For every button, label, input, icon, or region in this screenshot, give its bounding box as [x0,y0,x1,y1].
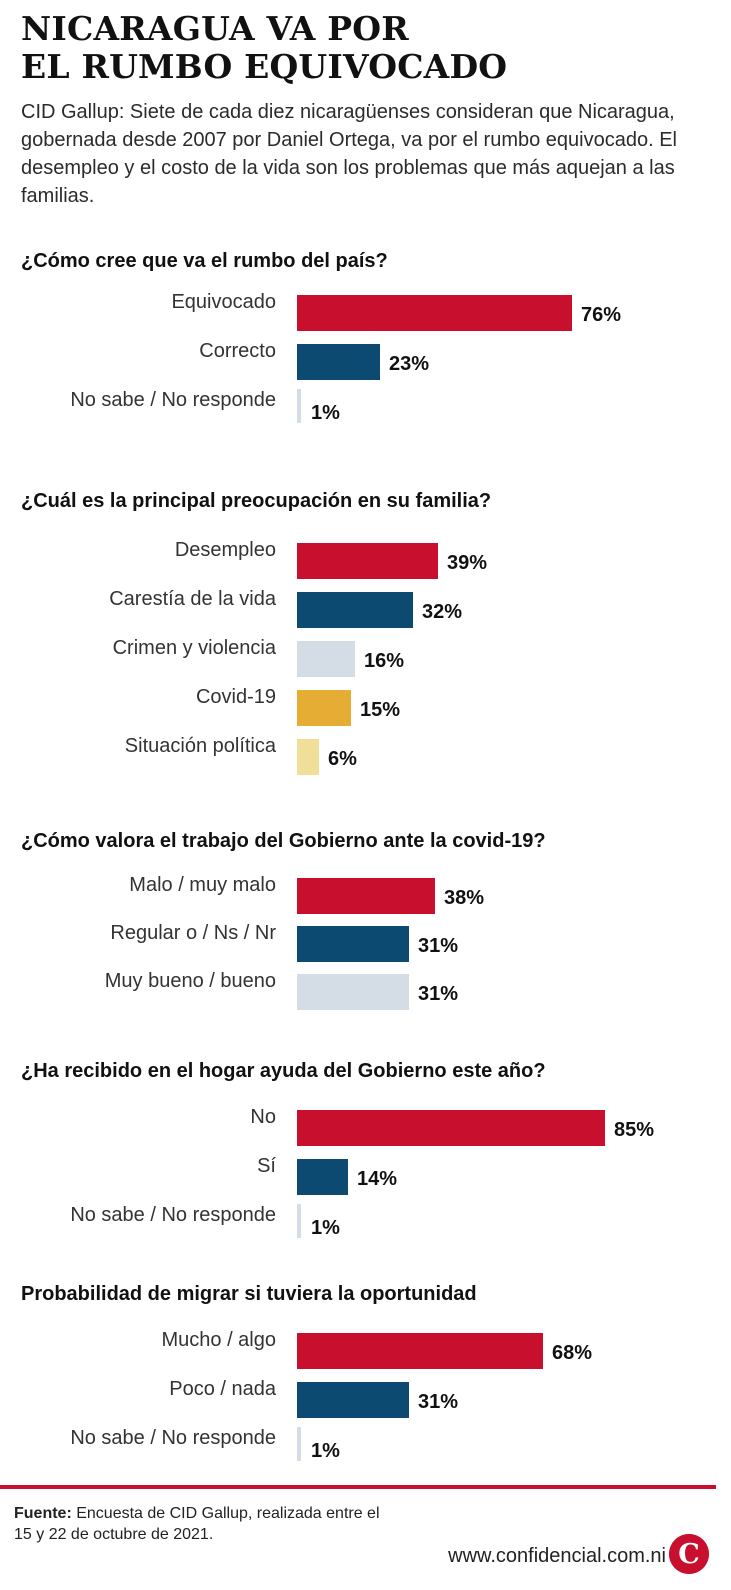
category-label: Situación política [124,735,276,757]
category-label: No sabe / No responde [70,1204,276,1226]
bar-row: Carestía de la vida 32% [0,588,731,628]
category-label: No [250,1106,276,1128]
bar-row: Regular o / Ns / Nr 31% [0,922,731,962]
chart-title: ¿Cuál es la principal preocupación en su… [21,490,492,512]
bar-row: Desempleo 39% [0,539,731,579]
subtitle: CID Gallup: Siete de cada diez nicaragüe… [21,101,677,207]
bar [297,974,409,1010]
chart-title: ¿Ha recibido en el hogar ayuda del Gobie… [21,1060,546,1082]
bar-row: No sabe / No responde 1% [0,1427,731,1467]
bar-row: Covid-19 15% [0,686,731,726]
bar-row: No 85% [0,1106,731,1146]
bar [297,926,409,962]
bar [297,389,301,423]
page-title: NICARAGUA VA POR EL RUMBO EQUIVOCADO [21,10,711,86]
bar [297,543,438,579]
bar-row: No sabe / No responde 1% [0,389,731,429]
category-label: Mucho / algo [161,1329,276,1351]
value-label: 15% [360,699,401,721]
bar [297,739,319,775]
value-label: 1% [311,402,340,424]
value-label: 31% [418,935,459,957]
bar-row: Correcto 23% [0,340,731,380]
bar-row: Malo / muy malo 38% [0,874,731,914]
value-label: 6% [328,748,357,770]
footer-divider [0,1485,716,1489]
bar-row: Situación política 6% [0,735,731,775]
value-label: 23% [389,353,430,375]
category-label: Sí [257,1155,276,1177]
confidencial-logo-icon: C [669,1534,709,1574]
category-label: Muy bueno / bueno [104,970,276,992]
chart-title: ¿Cómo cree que va el rumbo del país? [21,250,388,272]
source-note: Fuente: Encuesta de CID Gallup, realizad… [14,1503,394,1545]
value-label: 39% [447,552,488,574]
value-label: 68% [552,1342,593,1364]
chart-title: ¿Cómo valora el trabajo del Gobierno ant… [21,830,546,852]
bar [297,1204,301,1238]
category-label: Crimen y violencia [112,637,276,659]
bar [297,641,355,677]
logo-letter: C [678,1539,700,1570]
bar-row: Sí 14% [0,1155,731,1195]
value-label: 76% [581,304,622,326]
source-label: Fuente: [14,1505,72,1522]
bar [297,1110,605,1146]
bar [297,690,351,726]
value-label: 31% [418,1391,459,1413]
value-label: 14% [357,1168,398,1190]
category-label: Regular o / Ns / Nr [110,922,276,944]
category-label: Covid-19 [195,686,276,708]
bar [297,1159,348,1195]
value-label: 38% [444,887,485,909]
value-label: 32% [422,601,463,623]
bar [297,1382,409,1418]
value-label: 1% [311,1440,340,1462]
bar-row: Mucho / algo 68% [0,1329,731,1369]
chart-title: Probabilidad de migrar si tuviera la opo… [21,1283,477,1305]
category-label: Correcto [199,340,276,362]
bar-row: Crimen y violencia 16% [0,637,731,677]
category-label: Malo / muy malo [129,874,276,896]
bar-row: Equivocado 76% [0,291,731,331]
bar-row: Poco / nada 31% [0,1378,731,1418]
value-label: 31% [418,983,459,1005]
category-label: No sabe / No responde [70,389,276,411]
logo-mark-icon: C [669,1534,709,1574]
title-line-1: NICARAGUA VA POR [21,9,409,48]
value-label: 16% [364,650,405,672]
category-label: Poco / nada [169,1378,276,1400]
title-line-2: EL RUMBO EQUIVOCADO [21,47,508,86]
source-text: Encuesta de CID Gallup, realizada entre … [14,1505,380,1543]
bar [297,878,435,914]
category-label: Equivocado [171,291,276,313]
value-label: 1% [311,1217,340,1239]
category-label: No sabe / No responde [70,1427,276,1449]
bar [297,1427,301,1461]
bar-row: No sabe / No responde 1% [0,1204,731,1244]
bar [297,592,413,628]
category-label: Carestía de la vida [109,588,276,610]
value-label: 85% [614,1119,655,1141]
bar-row: Muy bueno / bueno 31% [0,970,731,1010]
website-link[interactable]: www.confidencial.com.ni [448,1545,666,1567]
category-label: Desempleo [174,539,276,561]
bar [297,344,380,380]
bar [297,295,572,331]
bar [297,1333,543,1369]
